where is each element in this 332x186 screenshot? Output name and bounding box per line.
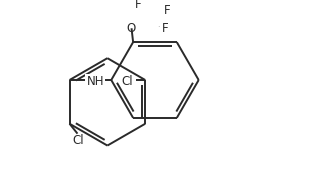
Text: Cl: Cl xyxy=(122,75,133,88)
Text: Cl: Cl xyxy=(72,134,84,147)
Text: F: F xyxy=(162,22,169,35)
Text: O: O xyxy=(126,22,136,35)
Text: F: F xyxy=(135,0,141,11)
Text: F: F xyxy=(164,4,171,17)
Text: NH: NH xyxy=(87,75,104,88)
